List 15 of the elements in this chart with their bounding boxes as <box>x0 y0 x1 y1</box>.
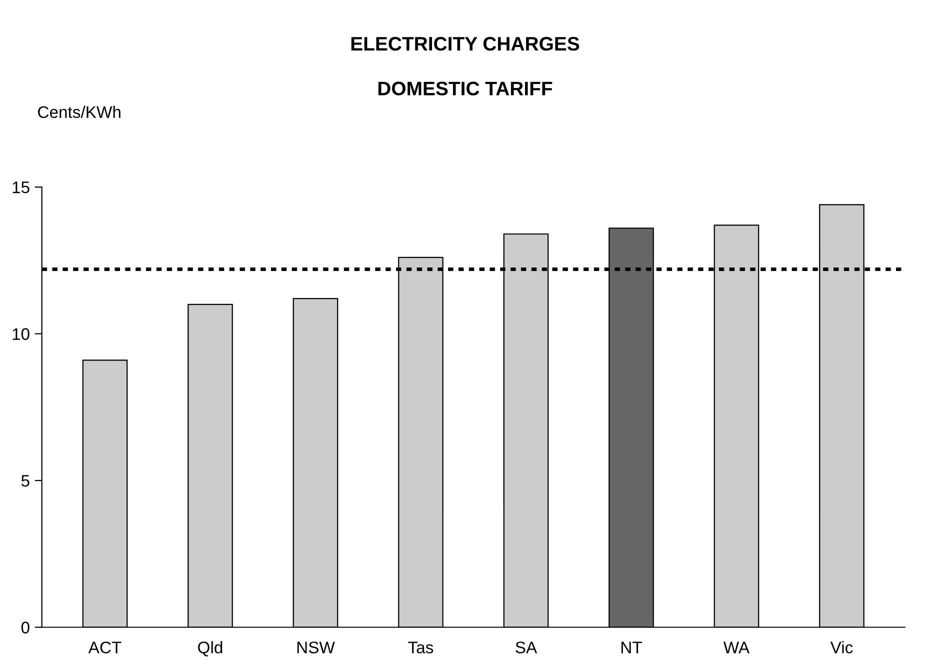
x-tick-label: Vic <box>830 641 853 654</box>
x-tick-label: NSW <box>297 642 335 654</box>
chart-title: ELECTRICITY CHARGES <box>351 36 580 51</box>
x-tick-label: WA <box>723 642 750 654</box>
y-tick-label: 0 <box>21 622 30 634</box>
chart-subtitle: DOMESTIC TARIFF <box>378 82 552 96</box>
x-tick-label: Tas <box>408 642 434 654</box>
y-tick-label: 5 <box>21 475 30 487</box>
y-axis-title: Cents/KWh <box>38 106 120 118</box>
x-tick-label: ACT <box>88 642 122 654</box>
x-tick-label: NT <box>622 642 642 654</box>
x-tick-label: Qld <box>198 641 222 656</box>
y-tick-label: 15 <box>12 182 30 194</box>
x-tick-label: SA <box>516 642 538 654</box>
y-tick-label: 10 <box>12 328 30 340</box>
